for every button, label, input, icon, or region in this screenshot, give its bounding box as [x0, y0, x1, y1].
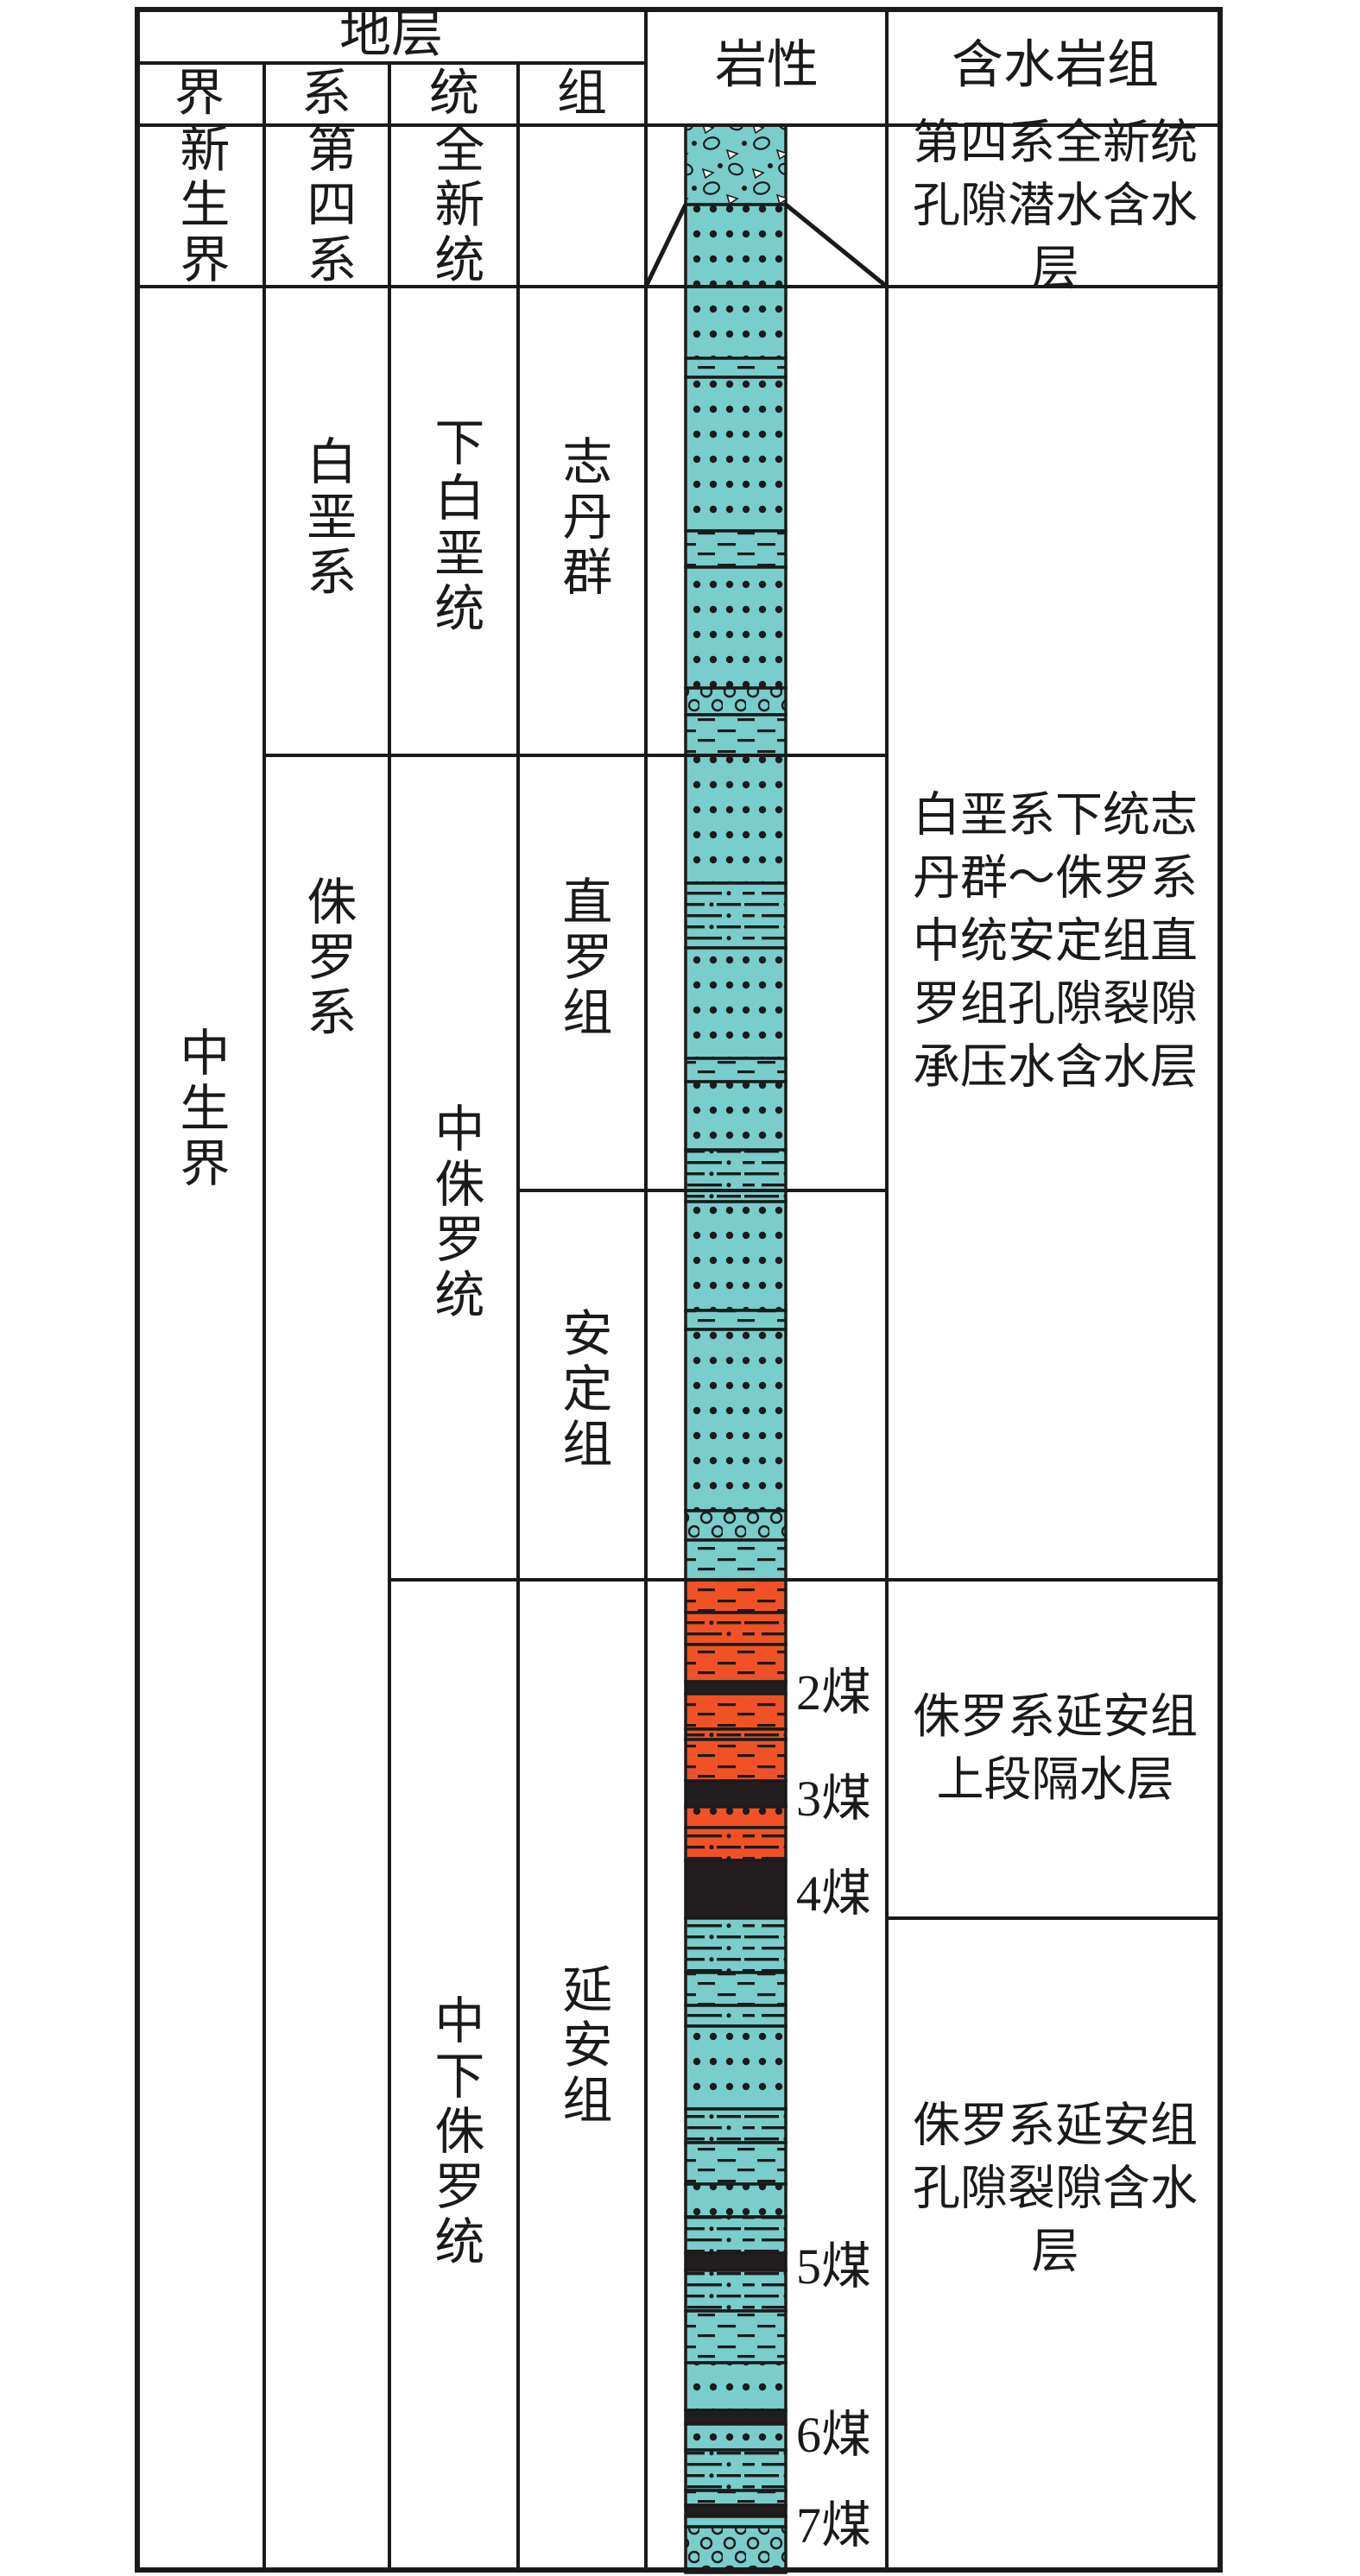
cell-series-holocene: 全新统: [427, 123, 484, 288]
lithology-layer-pattern: [686, 1613, 785, 1644]
lithology-layer-pattern: [686, 1740, 785, 1780]
cell-formation-anding: 安定组: [554, 1307, 611, 1473]
cell-system-quaternary: 第四系: [299, 123, 356, 288]
lithology-layer-pattern: [686, 2491, 785, 2504]
lithology-layer-pattern: [686, 1695, 785, 1728]
lithology-layer-pattern: [686, 2271, 785, 2310]
lithology-layer-pattern: [686, 2312, 785, 2362]
cell-formation-yanan: 延安组: [554, 1963, 611, 2129]
lithology-layer-pattern: [686, 1151, 785, 1201]
header-strata: 地层: [339, 5, 443, 63]
lithology-layer-pattern: [686, 2185, 785, 2216]
lithology-layer-pattern: [686, 1083, 785, 1149]
cell-series-mid-lower-jurassic: 中下侏罗统: [427, 1994, 484, 2270]
lithology-layer-pattern: [686, 2144, 785, 2183]
grid-line-lithology-aquifer: [885, 7, 889, 2573]
grid-line-aquifer-split: [887, 1916, 1223, 1920]
lithology-layer: [684, 1779, 788, 1809]
lithology-layer-pattern: [686, 2110, 785, 2142]
lithology-layer-pattern: [686, 689, 785, 714]
lithology-layer-pattern: [686, 1059, 785, 1081]
header-lithology: 岩性: [715, 36, 819, 94]
cell-formation-zhiluo: 直罗组: [554, 875, 611, 1041]
table-outer-frame: [135, 7, 1223, 2573]
lithology-layer-pattern: [686, 1730, 785, 1739]
lithology-layer-pattern: [686, 2218, 785, 2252]
lithology-layer-pattern: [686, 2528, 785, 2572]
lithology-layer-pattern: [686, 1311, 785, 1329]
coal-seam-label: 2煤: [796, 1664, 872, 1720]
lithology-layer-pattern: [686, 1330, 785, 1510]
lithology-layer-pattern: [686, 1808, 785, 1827]
cell-series-middle-jurassic: 中侏罗统: [427, 1102, 484, 1323]
cell-formation-zhidan: 志丹群: [554, 435, 611, 601]
lithology-layer-pattern: [686, 1973, 785, 2005]
lithology-layer-pattern: [686, 2451, 785, 2490]
cell-erathem-cenozoic: 新生界: [172, 123, 229, 288]
grid-line-anding-yanan: [389, 1578, 1223, 1582]
coal-seam-label: 4煤: [796, 1866, 872, 1922]
lithology-layer-pattern: [686, 949, 785, 1058]
lithology-layer-pattern: [686, 1645, 785, 1681]
header-erathem: 界: [174, 65, 225, 122]
lithology-layer-pattern: [686, 716, 785, 754]
lithology-layer-pattern: [686, 568, 785, 687]
aquifer-cell-confined: 白垩系下统志 丹群～侏罗系 中统安定组直 罗组孔隙裂隙 承压水含水层: [912, 788, 1198, 1094]
lithology-layer-pattern: [686, 2517, 785, 2526]
lithology-layer-pattern: [686, 1581, 785, 1612]
lithology-layer-pattern: [686, 2027, 785, 2108]
header-aquifer: 含水岩组: [952, 36, 1159, 94]
grid-line-zhiluo-anding: [518, 1189, 887, 1192]
lithology-layer-pattern: [686, 1512, 785, 1539]
header-series: 统: [428, 65, 480, 122]
cell-system-jurassic: 侏罗系: [299, 875, 356, 1041]
lithology-layer-pattern: [686, 756, 785, 882]
grid-line-cretaceous-jurassic: [264, 754, 887, 757]
grid-line-erathem-system: [263, 63, 266, 2573]
coal-seam-label: 6煤: [796, 2407, 872, 2463]
lithology-layer-pattern: [686, 2425, 785, 2449]
aquifer-cell-quaternary: 第四系全新统 孔隙潜水含水 层: [912, 116, 1198, 295]
lithology-layer-pattern: [686, 884, 785, 947]
cell-erathem-mesozoic: 中生界: [172, 1026, 229, 1192]
grid-line-series-formation: [516, 63, 520, 2573]
lithology-layer-pattern: [686, 2006, 785, 2025]
lithology-layer-pattern: [686, 1828, 785, 1859]
lithology-layer-pattern: [686, 1541, 785, 1579]
coal-seam-label: 5煤: [796, 2238, 872, 2295]
cell-series-lower-cretaceous: 下白垩统: [427, 416, 484, 637]
header-system: 系: [300, 65, 352, 122]
lithology-layer-pattern: [686, 532, 785, 566]
lithology-layer-pattern: [686, 205, 785, 357]
lithology-layer-pattern: [686, 1919, 785, 1972]
aquifer-cell-aquitard: 侏罗系延安组 上段隔水层: [912, 1690, 1198, 1806]
lithology-layer-pattern: [686, 2364, 785, 2409]
lithology-layer-pattern: [686, 126, 785, 204]
lithology-layer-pattern: [686, 359, 785, 376]
grid-line-header-bottom: [135, 123, 1223, 127]
header-formation: 组: [556, 65, 608, 122]
grid-line-system-series: [388, 63, 391, 2573]
lithology-layer-pattern: [686, 378, 785, 530]
grid-line-strata-subheader: [135, 61, 648, 65]
cell-system-cretaceous: 白垩系: [299, 435, 356, 601]
aquifer-cell-yanan: 侏罗系延安组 孔隙裂隙含水 层: [912, 2099, 1198, 2278]
coal-seam-label: 7煤: [796, 2497, 872, 2554]
grid-line-formation-lithology: [644, 7, 648, 2573]
coal-seam-label: 3煤: [796, 1771, 872, 1827]
lithology-layer-pattern: [686, 1203, 785, 1310]
